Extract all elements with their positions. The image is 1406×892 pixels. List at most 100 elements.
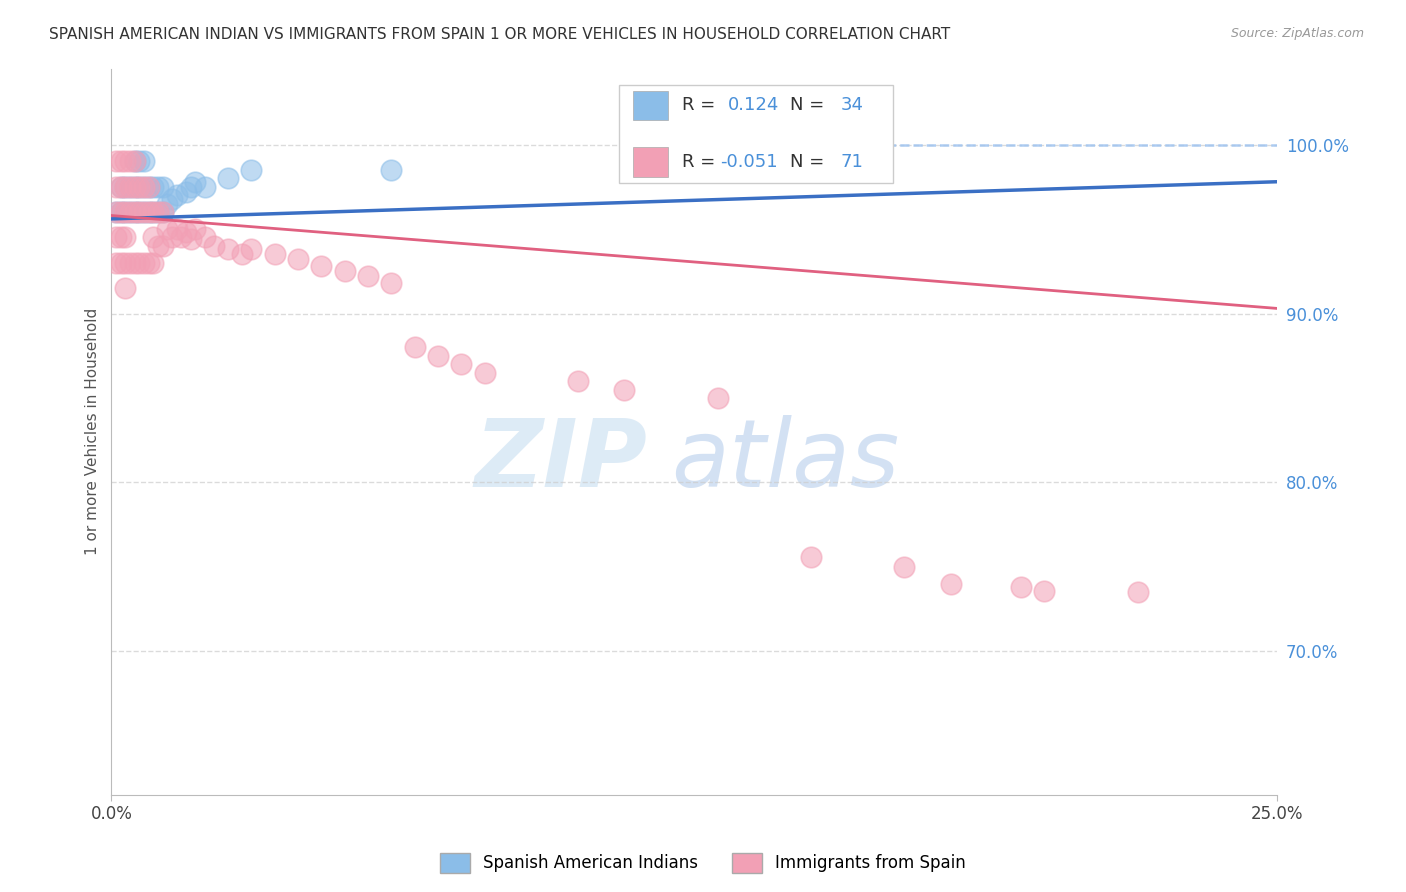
Point [132,154,155,169]
Point [114,179,136,194]
Point [105,205,128,219]
Point [124,154,146,169]
Point [124,179,146,194]
Point [114,281,136,295]
Point [132,179,155,194]
Point [156,222,179,236]
Point [120,205,142,219]
Point [120,205,142,219]
Point [707,391,730,405]
Text: -0.051: -0.051 [720,153,778,171]
Point [138,179,160,194]
Point [124,256,146,270]
Point [263,247,285,261]
Point [217,242,239,256]
Point [132,256,155,270]
Point [142,205,165,219]
Point [128,154,150,169]
Point [174,185,197,199]
Point [380,276,402,290]
Point [380,162,402,177]
Point [240,242,263,256]
Text: N =: N = [790,153,830,171]
Point [110,179,132,194]
Point [105,179,128,194]
Y-axis label: 1 or more Vehicles in Household: 1 or more Vehicles in Household [86,308,100,556]
Point [132,179,155,194]
Point [124,179,146,194]
Point [128,179,150,194]
Point [146,205,169,219]
Point [146,239,169,253]
Text: Source: ZipAtlas.com: Source: ZipAtlas.com [1230,27,1364,40]
Point [800,549,823,564]
Text: 0.124: 0.124 [728,96,780,114]
Point [166,222,188,236]
Point [105,256,128,270]
Point [194,230,217,244]
Point [114,205,136,219]
Point [1033,583,1056,598]
Point [474,366,496,380]
Point [202,239,225,253]
Point [357,269,380,284]
Point [110,205,132,219]
Point [567,374,589,388]
Text: atlas: atlas [671,416,900,507]
Point [240,162,263,177]
Point [110,205,132,219]
Point [160,192,183,206]
Point [404,340,426,354]
FancyBboxPatch shape [633,147,668,177]
Text: R =: R = [682,153,721,171]
Point [124,205,146,219]
Point [156,196,179,211]
Point [114,230,136,244]
Point [114,154,136,169]
Point [146,205,169,219]
Point [124,205,146,219]
Point [114,179,136,194]
Point [1126,585,1149,599]
Point [105,154,128,169]
Point [194,179,217,194]
Point [180,179,202,194]
Text: 34: 34 [841,96,863,114]
Point [142,256,165,270]
Text: R =: R = [682,96,721,114]
Point [114,205,136,219]
Point [152,179,174,194]
Point [152,205,174,219]
Point [138,256,160,270]
Point [142,179,165,194]
Point [128,256,150,270]
Point [120,179,142,194]
Point [120,256,142,270]
Point [105,205,128,219]
Point [287,252,309,267]
Point [939,577,962,591]
Point [120,179,142,194]
Point [152,205,174,219]
Text: ZIP: ZIP [475,415,648,507]
Point [110,256,132,270]
Point [114,256,136,270]
Point [110,154,132,169]
Point [426,349,449,363]
Point [128,205,150,219]
Point [311,259,333,273]
Point [128,205,150,219]
Point [231,247,253,261]
Point [138,205,160,219]
Point [120,154,142,169]
Point [138,179,160,194]
Point [893,560,915,574]
Point [132,205,155,219]
Point [174,226,197,240]
Point [613,383,636,397]
Text: N =: N = [790,96,830,114]
Text: 71: 71 [841,153,863,171]
Legend: Spanish American Indians, Immigrants from Spain: Spanish American Indians, Immigrants fro… [433,847,973,880]
Point [142,205,165,219]
Point [132,205,155,219]
